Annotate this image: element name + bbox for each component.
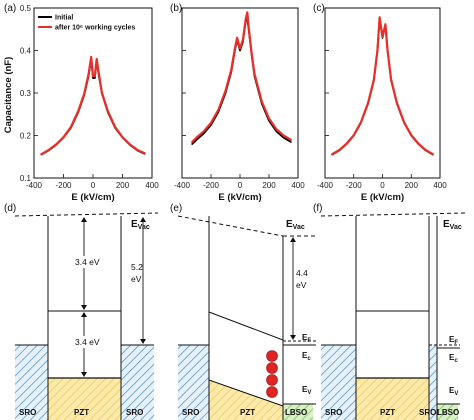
series-line-cycled: [331, 16, 434, 156]
e-vac-label: EVac: [286, 219, 305, 231]
band-diagram-f: (f) EVac EF Ec EV SRO PZT SRO LBSO: [313, 203, 467, 420]
chart-panel-c: (c) -400 -200 0 200 400 E (kV/cm): [313, 3, 447, 203]
pzt-gap-label: 3.4 eV: [75, 257, 100, 267]
panel-label-d: (d): [4, 203, 16, 214]
layer-label-sro: SRO: [182, 408, 199, 417]
vacuum-level-line: [177, 215, 284, 237]
x-tick-label: -400: [317, 181, 334, 190]
x-tick-label: -400: [26, 181, 43, 190]
pzt-region: [356, 378, 429, 420]
lower-gap-label: 3.4 eV: [75, 337, 100, 347]
x-axis-label: E (kV/cm): [218, 192, 261, 203]
x-tick-label: -200: [346, 181, 363, 190]
band-diagram-e: (e) 4.4 eV EVac EF Ec EV SRO PZT LBSO: [170, 203, 316, 420]
series-line-cycled: [40, 55, 146, 156]
sro-left-region: [321, 345, 356, 420]
layer-label-lbso: LBSO: [437, 408, 459, 417]
electron-marker: [266, 362, 278, 374]
offset-value: 4.4: [296, 268, 308, 278]
layer-label-pzt: PZT: [240, 408, 255, 417]
layer-label-lbso: LBSO: [285, 408, 307, 417]
e-c-label: Ec: [302, 351, 311, 362]
vacuum-level-line: [320, 212, 467, 217]
x-tick-label: 0: [238, 181, 243, 190]
x-tick-label: 0: [380, 181, 385, 190]
y-axis-label: Capacitance (nF): [3, 57, 14, 134]
e-v-label: EV: [302, 385, 311, 396]
layer-label-pzt: PZT: [380, 408, 395, 417]
e-c-label: Ec: [449, 353, 458, 364]
chart-panel-b: (b) -400 -200 0 200 400 E (kV/cm): [170, 3, 305, 203]
e-v-label: EV: [449, 386, 458, 397]
lbso-region: [437, 404, 458, 420]
x-tick-label: 200: [262, 181, 276, 190]
conduction-band: [208, 311, 284, 341]
offset-unit: eV: [296, 280, 307, 290]
layer-label-pzt: PZT: [74, 408, 89, 417]
plot-frame: [181, 7, 299, 179]
pzt-region: [209, 380, 283, 420]
e-fermi-label: EF: [302, 333, 311, 344]
vacuum-level-line: [14, 212, 159, 217]
series-line-cycled: [191, 11, 292, 143]
x-tick-label: -400: [174, 181, 191, 190]
y-tick-label: 0.3: [20, 89, 32, 98]
pzt-region: [48, 378, 121, 420]
sro-right-region: [121, 345, 154, 420]
sro-left-region: [15, 345, 48, 420]
plot-frame: [33, 7, 153, 179]
series-line-initial: [191, 17, 292, 145]
x-tick-label: 200: [405, 181, 419, 190]
legend-label-cycled: after 10⁶ working cycles: [55, 25, 135, 32]
work-function-value: 5.2: [131, 262, 143, 272]
x-tick-label: -200: [55, 181, 72, 190]
panel-label-e: (e): [170, 203, 182, 214]
electron-marker: [266, 386, 278, 398]
e-vac-label: EVac: [131, 219, 150, 231]
panel-label-f: (f): [313, 203, 322, 214]
layer-label-sro-right: SRO: [126, 408, 143, 417]
x-tick-label: 400: [145, 181, 159, 190]
electron-marker: [266, 374, 278, 386]
plot-area-b: -400 -200 0 200 400 E (kV/cm): [174, 7, 305, 203]
y-tick-label: 0.1: [20, 174, 32, 183]
lbso-region: [283, 404, 313, 420]
panel-label-b: (b): [170, 3, 182, 14]
electron-marker: [266, 350, 278, 362]
x-tick-label: 400: [291, 181, 305, 190]
x-axis-label: E (kV/cm): [361, 192, 404, 203]
x-axis-label: E (kV/cm): [71, 192, 114, 203]
layer-label-sro-left: SRO: [325, 408, 342, 417]
work-function-unit: eV: [131, 274, 142, 284]
plot-area-c: -400 -200 0 200 400 E (kV/cm): [317, 7, 447, 203]
y-tick-label: 0.5: [20, 4, 32, 13]
band-diagram-d: (d) 3.4 eV 3.4 eV 5.2 eV EVac SRO PZT SR…: [4, 203, 159, 420]
sro-region: [178, 345, 209, 420]
chart-panel-a: (a) Capacitance (nF) 0.1 0.2 0.3 0.4 0.5 -400…: [3, 3, 159, 203]
legend: Initial after 10⁶ working cycles: [38, 15, 135, 32]
series-line-initial: [331, 17, 434, 156]
valence-band: [208, 379, 284, 407]
plot-area-a: 0.1 0.2 0.3 0.4 0.5 -400 -200 0 200 400 E (kV/cm): [20, 4, 159, 203]
y-tick-label: 0.4: [20, 47, 32, 56]
y-tick-label: 0.2: [20, 132, 32, 141]
x-tick-label: 400: [433, 181, 447, 190]
e-vac-label: EVac: [443, 219, 462, 231]
legend-label-initial: Initial: [55, 15, 73, 22]
panel-label-c: (c): [313, 3, 325, 14]
e-fermi-label: EF: [449, 335, 458, 346]
x-tick-label: 0: [91, 181, 96, 190]
panel-label-a: (a): [4, 3, 16, 14]
layer-label-sro-right: SRO: [419, 408, 436, 417]
sro-thin-region: [429, 345, 437, 420]
x-tick-label: -200: [203, 181, 220, 190]
x-tick-label: 200: [116, 181, 130, 190]
layer-label-sro-left: SRO: [19, 408, 36, 417]
